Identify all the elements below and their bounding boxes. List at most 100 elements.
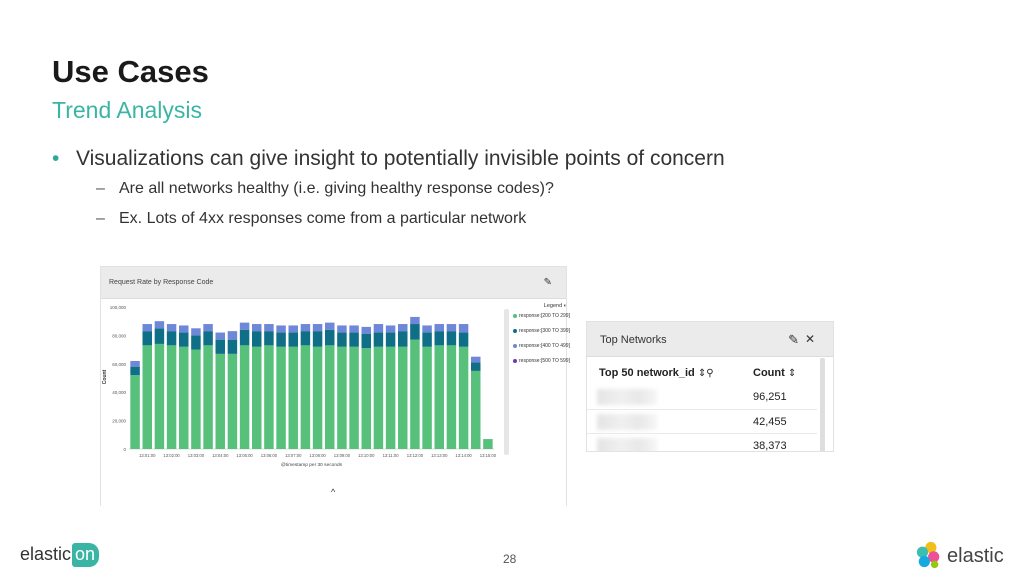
bar-segment (398, 346, 408, 449)
bar-segment (227, 353, 238, 449)
bar-segment (215, 332, 225, 340)
pencil-icon[interactable]: ✎ (788, 332, 799, 347)
bar-segment (312, 346, 323, 449)
bar-segment (325, 345, 335, 449)
bar-segment (337, 325, 347, 333)
bar-segment (179, 346, 189, 449)
y-tick-label: 20,000 (112, 419, 126, 424)
bar-segment (191, 335, 201, 350)
bar-segment (458, 324, 469, 333)
x-tick-label: 13:05:00 (236, 453, 253, 458)
bar-segment (154, 343, 165, 449)
bar-segment (276, 332, 286, 347)
legend-swatch (513, 359, 517, 363)
bar-segment (373, 332, 384, 347)
bar-segment (300, 345, 311, 449)
top-networks-panel: Top Networks ✎ ✕ Top 50 network_id ⇕⚲ Co… (586, 321, 834, 452)
bar-segment (154, 328, 165, 344)
bar-segment (215, 339, 225, 354)
bar-segment (446, 331, 457, 346)
bar-segment (458, 332, 469, 347)
bar-segment (142, 331, 152, 346)
y-tick-label: 0 (123, 447, 126, 452)
bar-segment (252, 346, 262, 449)
bar-segment (264, 331, 274, 346)
x-tick-label: 13:13:00 (431, 453, 448, 458)
close-icon[interactable]: ✕ (804, 332, 815, 346)
bar-segment (288, 346, 298, 449)
bar-segment (142, 345, 152, 449)
bullet-text: Visualizations can give insight to poten… (76, 147, 725, 170)
table-row: 96,251 (587, 385, 817, 410)
bar-segment (398, 331, 408, 347)
networks-panel-title: Top Networks (600, 334, 667, 346)
bullet-dot-icon: • (52, 147, 60, 170)
slide-title: Use Cases (52, 54, 209, 89)
table-row: 42,455 (587, 409, 817, 434)
legend-swatch (513, 329, 517, 333)
bar-segment (300, 331, 311, 346)
bar-segment (373, 346, 384, 449)
bar-segment (166, 331, 177, 346)
bar-segment (349, 346, 359, 449)
pencil-icon[interactable]: ✎ (543, 277, 552, 288)
bar-segment (300, 324, 311, 332)
bar-segment (166, 345, 177, 449)
bar-segment (385, 332, 396, 347)
sub-bullet-item: – Are all networks healthy (i.e. giving … (52, 179, 992, 199)
bar-segment (203, 324, 213, 332)
y-tick-label: 60,000 (112, 362, 126, 367)
legend-title[interactable]: Legend ◐ (543, 303, 567, 309)
bar-segment (252, 331, 262, 347)
y-tick-label: 40,000 (112, 390, 126, 395)
bar-segment (227, 339, 238, 354)
bar-segment (239, 322, 250, 330)
bar-segment (215, 353, 225, 449)
x-tick-label: 13:11:00 (383, 453, 400, 458)
bar-segment (227, 331, 238, 340)
bar-segment (203, 345, 213, 449)
sort-icon: ⇕ (697, 368, 707, 379)
table-row: 38,373 (587, 433, 817, 452)
column-header-count[interactable]: Count ⇕ (753, 367, 797, 379)
search-icon: ⚲ (706, 368, 714, 379)
bar-segment (398, 324, 408, 332)
chart-scrollbar[interactable] (504, 309, 509, 455)
bar-segment (458, 346, 469, 449)
legend-item[interactable]: response:[400 TO 499] (513, 342, 570, 357)
bar-segment (166, 324, 177, 332)
networks-panel-header: Top Networks ✎ ✕ (587, 322, 833, 357)
bullet-item: • Visualizations can give insight to pot… (52, 146, 992, 172)
bar-segment (191, 349, 201, 449)
row-count: 42,455 (753, 416, 787, 428)
networks-scrollbar[interactable] (820, 358, 825, 451)
bar-segment (191, 328, 201, 336)
legend-swatch (513, 314, 517, 318)
bar-segment (471, 356, 481, 363)
collapse-caret-icon[interactable]: ^ (331, 487, 336, 497)
row-count: 96,251 (753, 391, 787, 403)
bar-segment (130, 366, 140, 376)
legend-item[interactable]: response:[500 TO 599] (513, 357, 570, 372)
legend-swatch (513, 344, 517, 348)
bar-segment (239, 329, 250, 346)
legend-item[interactable]: response:[200 TO 299] (513, 312, 570, 327)
bar-segment (434, 324, 444, 332)
bar-segment (422, 325, 432, 333)
bar-segment (179, 332, 189, 347)
bar-segment (325, 329, 335, 346)
column-header-network-id[interactable]: Top 50 network_id ⇕⚲ (599, 367, 714, 379)
bar-segment (434, 331, 444, 346)
chart-legend: Legend ◐ response:[200 TO 299] response:… (513, 303, 570, 372)
response-code-chart-panel: Request Rate by Response Code ✎ 0 20,000 4… (100, 266, 570, 507)
dash-icon: – (96, 210, 105, 227)
x-tick-label: 13:12:00 (407, 453, 424, 458)
slide-subtitle: Trend Analysis (52, 97, 202, 123)
legend-item[interactable]: response:[300 TO 399] (513, 327, 570, 342)
x-tick-label: 13:06:00 (261, 453, 278, 458)
page-number: 28 (503, 552, 517, 566)
row-count: 38,373 (753, 440, 787, 452)
blurred-network-id (597, 438, 657, 451)
x-tick-label: 13:03:00 (188, 453, 205, 458)
bar-segment (446, 345, 457, 449)
